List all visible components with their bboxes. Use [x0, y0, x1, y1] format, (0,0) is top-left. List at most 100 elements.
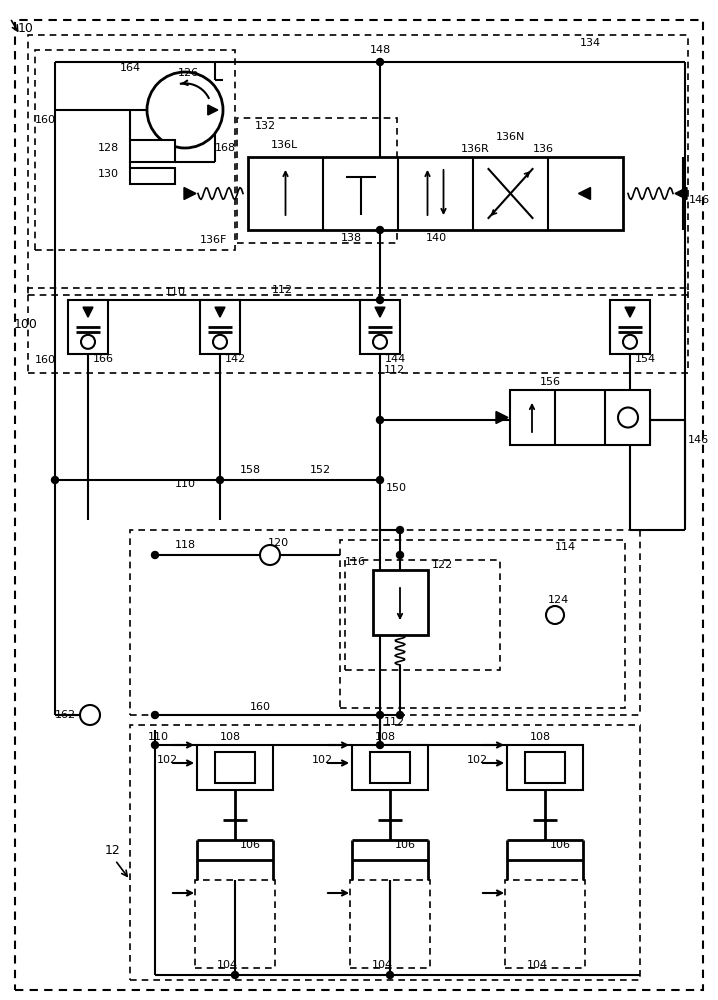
Bar: [525, 752, 565, 783]
Bar: [130, 530, 640, 715]
Text: 112: 112: [384, 717, 405, 727]
Text: 102: 102: [157, 755, 178, 765]
Text: 124: 124: [548, 595, 569, 605]
Text: 108: 108: [220, 732, 241, 742]
Polygon shape: [496, 412, 508, 424]
Bar: [340, 540, 625, 708]
Polygon shape: [184, 188, 196, 200]
Text: 164: 164: [120, 63, 141, 73]
Text: 110: 110: [175, 479, 196, 489]
Bar: [345, 560, 500, 670]
Circle shape: [231, 972, 238, 978]
Bar: [360, 300, 400, 354]
Bar: [352, 745, 428, 790]
Circle shape: [260, 545, 280, 565]
Text: 110: 110: [165, 287, 186, 297]
Text: 140: 140: [426, 233, 447, 243]
Circle shape: [376, 742, 383, 748]
Polygon shape: [579, 188, 590, 200]
Bar: [195, 880, 275, 968]
Text: 160: 160: [250, 702, 271, 712]
Polygon shape: [208, 105, 218, 115]
Text: 128: 128: [98, 143, 119, 153]
Polygon shape: [625, 307, 635, 317]
Circle shape: [376, 416, 383, 424]
Text: 136: 136: [533, 144, 554, 154]
Text: 12: 12: [105, 844, 121, 856]
Text: 156: 156: [540, 377, 561, 387]
Text: 136F: 136F: [200, 235, 228, 245]
Text: 106: 106: [395, 840, 416, 850]
Text: 168: 168: [215, 143, 236, 153]
Polygon shape: [675, 188, 687, 200]
Bar: [130, 725, 640, 980]
Text: 146: 146: [689, 195, 710, 205]
Text: 130: 130: [98, 169, 119, 179]
Circle shape: [373, 335, 387, 349]
Bar: [510, 390, 650, 445]
Bar: [200, 300, 240, 354]
Bar: [248, 157, 623, 230]
Circle shape: [376, 58, 383, 66]
Text: 106: 106: [240, 840, 261, 850]
Text: 134: 134: [580, 38, 601, 48]
Bar: [130, 168, 175, 184]
Text: 166: 166: [93, 354, 114, 364]
Text: 106: 106: [550, 840, 571, 850]
Bar: [215, 752, 255, 783]
Polygon shape: [83, 307, 93, 317]
Text: 112: 112: [384, 365, 405, 375]
Text: 146: 146: [688, 435, 709, 445]
Text: 10: 10: [18, 21, 34, 34]
Text: 132: 132: [255, 121, 276, 131]
Text: 108: 108: [375, 732, 396, 742]
Bar: [130, 140, 175, 162]
Circle shape: [151, 742, 159, 748]
Circle shape: [151, 552, 159, 558]
Text: 148: 148: [370, 45, 391, 55]
Polygon shape: [215, 307, 225, 317]
Text: 158: 158: [240, 465, 261, 475]
Bar: [35, 50, 235, 250]
Text: 162: 162: [55, 710, 76, 720]
Text: 160: 160: [35, 115, 56, 125]
Text: 120: 120: [268, 538, 289, 548]
Text: 116: 116: [345, 557, 366, 567]
Circle shape: [396, 712, 404, 718]
Text: 138: 138: [340, 233, 362, 243]
Text: 102: 102: [467, 755, 488, 765]
Text: 122: 122: [432, 560, 453, 570]
Bar: [28, 288, 688, 373]
Text: 126: 126: [178, 68, 199, 78]
Text: 152: 152: [310, 465, 331, 475]
Text: 136N: 136N: [495, 132, 525, 142]
Bar: [197, 745, 273, 790]
Circle shape: [618, 408, 638, 428]
Bar: [610, 300, 650, 354]
Bar: [68, 300, 108, 354]
Text: 160: 160: [35, 355, 56, 365]
Text: 144: 144: [385, 354, 406, 364]
Polygon shape: [375, 307, 385, 317]
Bar: [505, 880, 585, 968]
Circle shape: [376, 227, 383, 233]
Text: 150: 150: [386, 483, 407, 493]
Circle shape: [217, 477, 223, 484]
Circle shape: [376, 712, 383, 718]
Text: 142: 142: [225, 354, 246, 364]
Text: 104: 104: [217, 960, 238, 970]
Circle shape: [376, 477, 383, 484]
Bar: [373, 570, 428, 635]
Text: 136R: 136R: [460, 144, 489, 154]
Text: 104: 104: [527, 960, 548, 970]
Text: 112: 112: [272, 285, 293, 295]
Text: 154: 154: [635, 354, 656, 364]
Bar: [370, 752, 410, 783]
Circle shape: [376, 296, 383, 304]
Circle shape: [81, 335, 95, 349]
Circle shape: [80, 705, 100, 725]
Circle shape: [623, 335, 637, 349]
Circle shape: [213, 335, 227, 349]
Text: 104: 104: [372, 960, 393, 970]
Circle shape: [396, 526, 404, 534]
